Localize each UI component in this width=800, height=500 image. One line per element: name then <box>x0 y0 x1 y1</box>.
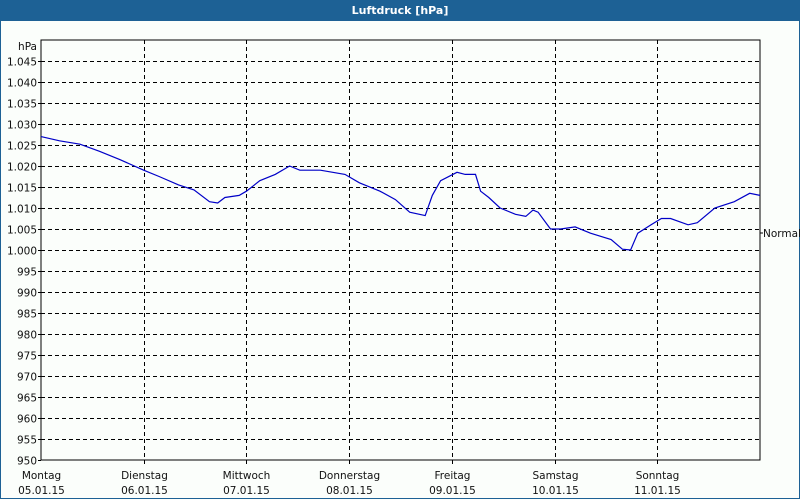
y-tick-label: 1.015 <box>7 183 37 195</box>
window-title: Luftdruck [hPa] <box>0 0 800 21</box>
y-tick-label: 1.020 <box>7 162 37 174</box>
x-tick-day: Freitag <box>435 470 471 482</box>
y-tick-label: 1.035 <box>7 99 37 111</box>
y-tick-label: 1.030 <box>7 120 37 132</box>
x-tick-day: Donnerstag <box>319 470 380 482</box>
x-tick-day: Mittwoch <box>223 470 271 482</box>
x-axis-ticks: Montag 05.01.15 Dienstag 06.01.15 Mittwoch 07… <box>18 460 681 497</box>
normal-label: Normal <box>763 228 800 240</box>
x-tick-day: Sonntag <box>636 470 680 482</box>
y-tick-label: 980 <box>17 330 37 342</box>
y-tick-label: 1.025 <box>7 141 37 153</box>
y-tick-label: 950 <box>17 456 37 468</box>
x-tick-date: 11.01.15 <box>634 485 681 497</box>
grid-lines <box>41 40 760 460</box>
y-tick-label: 1.010 <box>7 204 37 216</box>
y-tick-label: 955 <box>17 435 37 447</box>
x-tick-date: 06.01.15 <box>121 485 168 497</box>
pressure-line <box>40 136 761 251</box>
y-tick-label: 990 <box>17 288 37 300</box>
x-tick-day: Dienstag <box>121 470 168 482</box>
y-tick-label: 1.005 <box>7 225 37 237</box>
y-tick-label: 1.000 <box>7 246 37 258</box>
y-tick-label: 975 <box>17 351 37 363</box>
y-tick-label: 985 <box>17 309 37 321</box>
y-axis-unit: hPa <box>18 41 37 53</box>
x-tick-date: 05.01.15 <box>18 485 65 497</box>
x-tick-day: Samstag <box>532 470 578 482</box>
x-tick-date: 07.01.15 <box>223 485 270 497</box>
y-tick-label: 995 <box>17 267 37 279</box>
y-tick-label: 960 <box>17 414 37 426</box>
x-tick-date: 10.01.15 <box>532 485 579 497</box>
y-tick-label: 965 <box>17 393 37 405</box>
x-tick-day: Montag <box>22 470 61 482</box>
y-axis-ticks: 1.045 1.040 1.035 1.030 1.025 1.020 1.015 1.010… <box>7 57 41 468</box>
y-tick-label: 1.040 <box>7 78 37 90</box>
x-tick-date: 09.01.15 <box>429 485 476 497</box>
y-tick-label: 970 <box>17 372 37 384</box>
x-tick-date: 08.01.15 <box>326 485 373 497</box>
y-tick-label: 1.045 <box>7 57 37 69</box>
